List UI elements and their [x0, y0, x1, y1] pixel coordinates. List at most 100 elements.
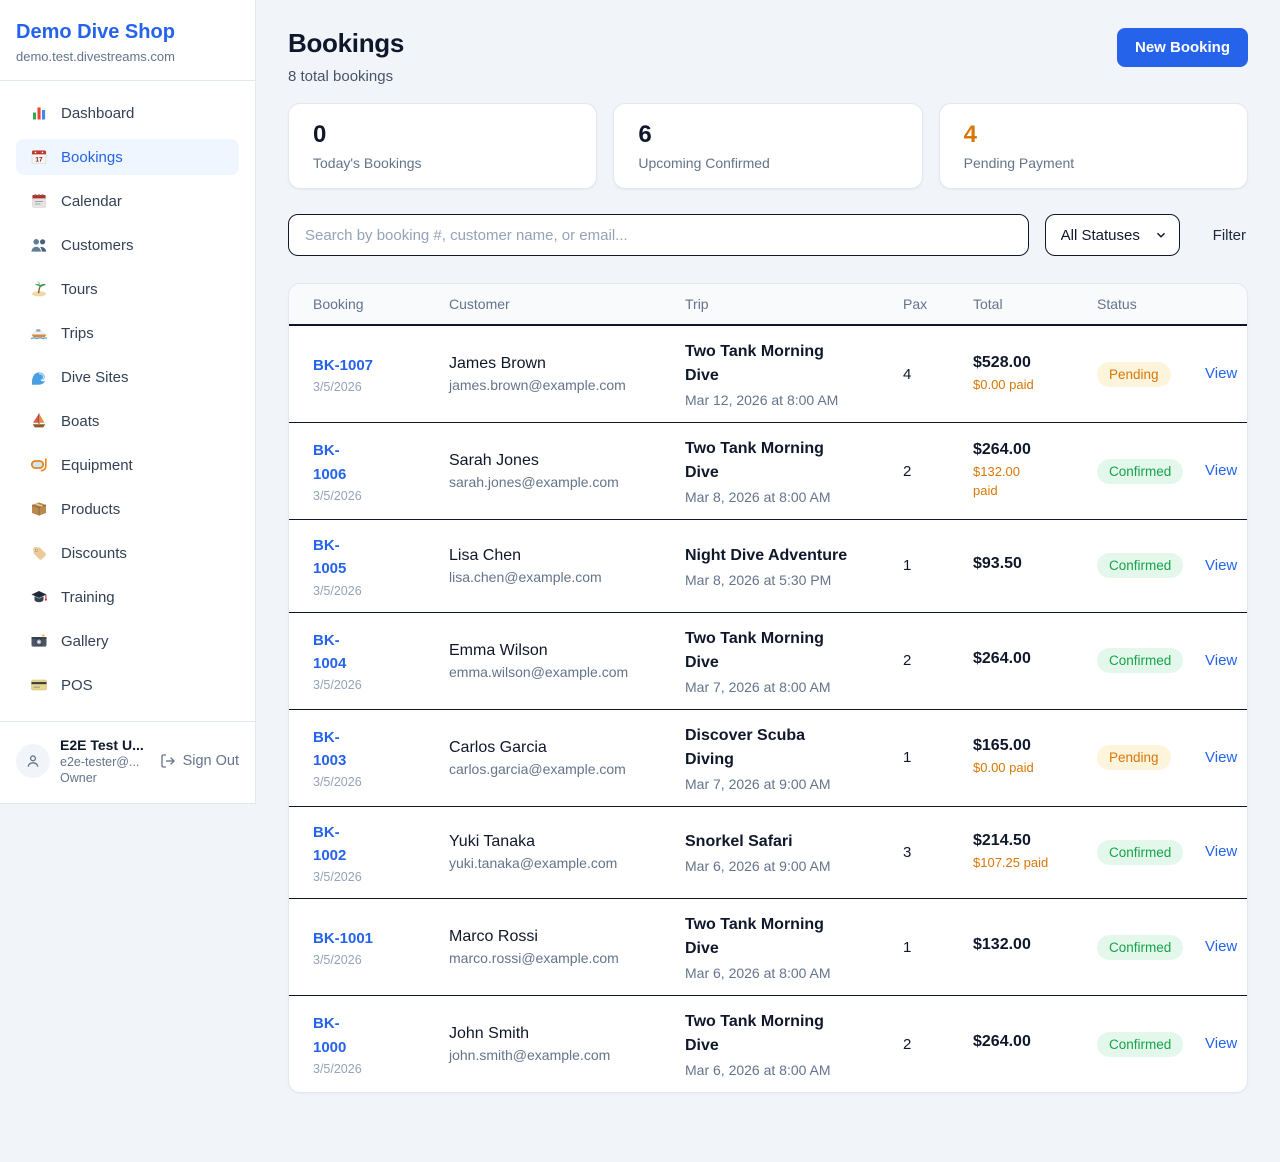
status-select-wrap: All Statuses: [1044, 214, 1180, 256]
sidebar-item-dive-sites[interactable]: Dive Sites: [16, 359, 239, 395]
sidebar-item-label: Customers: [61, 236, 134, 254]
island-icon: [30, 280, 48, 298]
avatar: [16, 744, 50, 778]
trip-datetime: Mar 12, 2026 at 8:00 AM: [685, 392, 839, 408]
customer-email: marco.rossi@example.com: [449, 950, 619, 966]
person-icon: [27, 755, 39, 767]
new-booking-button[interactable]: New Booking: [1116, 28, 1248, 67]
speedboat-icon: [30, 324, 48, 342]
booking-number-link[interactable]: BK- 1002: [313, 823, 347, 864]
booking-number-link[interactable]: BK-1001: [313, 929, 374, 947]
sidebar-item-label: Bookings: [61, 148, 123, 166]
view-link[interactable]: View: [1205, 365, 1238, 382]
booking-number-link[interactable]: BK- 1004: [313, 631, 347, 672]
table-row: BK-1001 3/5/2026 Marco Rossi marco.rossi@e…: [289, 898, 1247, 996]
paid-amount: $132.00 paid: [973, 464, 1020, 498]
view-link[interactable]: View: [1205, 1035, 1238, 1052]
user-info: E2E Test U... e2e-tester@... Owner: [60, 737, 150, 785]
sidebar-item-label: Trips: [61, 324, 94, 342]
stat-value: 0: [313, 121, 327, 148]
sidebar-item-bookings[interactable]: 17 Bookings: [16, 139, 239, 175]
sidebar-item-label: Tours: [61, 280, 98, 298]
paid-amount: $0.00 paid: [973, 376, 1034, 392]
filter-button[interactable]: Filter: [1212, 226, 1246, 244]
sidebar-item-gallery[interactable]: Gallery: [16, 623, 239, 659]
stat-label: Today's Bookings: [313, 155, 422, 171]
customer-name: Lisa Chen: [449, 546, 522, 564]
spiral-calendar-icon: [30, 192, 48, 210]
sidebar-item-boats[interactable]: Boats: [16, 403, 239, 439]
page-title-block: Bookings 8 total bookings: [288, 28, 404, 85]
customer-email: sarah.jones@example.com: [449, 474, 619, 490]
sidebar-item-customers[interactable]: Customers: [16, 227, 239, 263]
sidebar-item-dashboard[interactable]: Dashboard: [16, 95, 239, 131]
stat-value: 4: [963, 121, 978, 148]
trip-name: Two Tank Morning Dive: [685, 440, 824, 481]
view-link[interactable]: View: [1205, 556, 1238, 574]
booking-number-link[interactable]: BK- 1005: [313, 537, 347, 578]
stat-card-todays-bookings: 0 Today's Bookings: [288, 103, 598, 189]
pax-count: 3: [879, 805, 949, 899]
user-email: e2e-tester@...: [60, 755, 140, 769]
package-icon: [30, 500, 48, 518]
sidebar-item-products[interactable]: Products: [16, 491, 239, 527]
sidebar-item-equipment[interactable]: Equipment: [16, 447, 239, 483]
sidebar-item-label: Calendar: [61, 192, 122, 210]
status-badge: Confirmed: [1097, 934, 1184, 960]
customer-name: Sarah Jones: [449, 452, 539, 469]
view-link[interactable]: View: [1205, 843, 1238, 861]
table-row: BK-1007 3/5/2026 James Brown james.brown@e…: [289, 325, 1247, 423]
booking-date: 3/5/2026: [313, 870, 362, 884]
trip-name: Two Tank Morning Dive: [685, 629, 824, 671]
trip-datetime: Mar 8, 2026 at 5:30 PM: [685, 571, 832, 588]
status-select[interactable]: All Statuses: [1044, 214, 1180, 256]
page-header: Bookings 8 total bookings New Booking: [288, 28, 1248, 85]
diving-mask-icon: [30, 456, 48, 474]
bar-chart-icon: [30, 104, 48, 122]
wave-icon: [30, 368, 48, 386]
people-icon: [30, 236, 48, 254]
customer-name: Yuki Tanaka: [449, 833, 535, 851]
sidebar-item-pos[interactable]: POS: [16, 667, 239, 703]
booking-date: 3/5/2026: [313, 775, 362, 790]
search-input[interactable]: [288, 214, 1029, 256]
sidebar-item-discounts[interactable]: Discounts: [16, 535, 239, 571]
total-amount: $132.00: [973, 936, 1031, 953]
booking-number-link[interactable]: BK-1007: [313, 356, 374, 374]
booking-number-link[interactable]: BK- 1003: [313, 728, 347, 769]
table-header-row: Booking Customer Trip Pax Total Status: [289, 284, 1247, 326]
sidebar-item-trips[interactable]: Trips: [16, 315, 239, 351]
view-link[interactable]: View: [1205, 748, 1238, 766]
table-row: BK- 1003 3/5/2026 Carlos Garcia carlos.gar…: [289, 708, 1247, 806]
trip-name: Snorkel Safari: [685, 833, 793, 851]
booking-number-link[interactable]: BK- 1006: [313, 442, 347, 483]
view-link[interactable]: View: [1205, 462, 1238, 479]
sidebar-item-label: Discounts: [61, 544, 127, 562]
sidebar-item-calendar[interactable]: Calendar: [16, 183, 239, 219]
camera-icon: [30, 632, 48, 650]
table-row: BK- 1006 3/5/2026 Sarah Jones sarah.jones@…: [289, 422, 1247, 520]
booking-date: 3/5/2026: [313, 380, 362, 395]
booking-number-link[interactable]: BK- 1000: [313, 1015, 347, 1056]
view-link[interactable]: View: [1205, 938, 1238, 955]
tag-icon: [30, 544, 48, 562]
sidebar-item-tours[interactable]: Tours: [16, 271, 239, 307]
col-trip: Trip: [661, 284, 879, 326]
pax-count: 2: [879, 611, 949, 709]
stat-card-upcoming-confirmed: 6 Upcoming Confirmed: [613, 103, 923, 189]
view-link[interactable]: View: [1205, 651, 1238, 669]
app-root: Demo Dive Shop demo.test.divestreams.com…: [0, 0, 1248, 1093]
total-amount: $528.00: [973, 353, 1031, 371]
table-row: BK- 1002 3/5/2026 Yuki Tanaka yuki.tanaka@…: [289, 805, 1247, 899]
customer-email: emma.wilson@example.com: [449, 663, 629, 680]
filter-row: All Statuses Filter: [288, 214, 1248, 256]
status-badge: Pending: [1097, 745, 1171, 770]
customer-email: lisa.chen@example.com: [449, 568, 602, 585]
trip-name: Two Tank Morning Dive: [685, 916, 824, 957]
customer-name: Marco Rossi: [449, 928, 538, 945]
sidebar: Demo Dive Shop demo.test.divestreams.com…: [0, 0, 256, 804]
sidebar-item-training[interactable]: Training: [16, 579, 239, 615]
total-amount: $214.50: [973, 831, 1031, 849]
trip-name: Two Tank Morning Dive: [685, 343, 824, 384]
sign-out-button[interactable]: Sign Out: [160, 753, 239, 769]
